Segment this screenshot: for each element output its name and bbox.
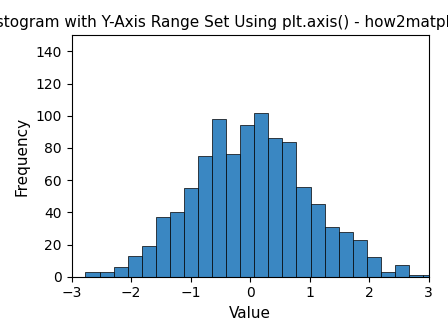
Bar xyxy=(268,138,282,277)
Bar xyxy=(282,141,297,277)
Bar xyxy=(156,217,170,277)
Bar xyxy=(198,156,212,277)
Bar xyxy=(409,275,423,277)
Bar xyxy=(142,246,156,277)
Bar xyxy=(212,119,226,277)
Bar xyxy=(381,272,395,277)
Bar xyxy=(353,240,367,277)
Bar xyxy=(86,272,99,277)
Bar xyxy=(114,267,128,277)
Bar xyxy=(254,113,268,277)
Bar xyxy=(99,272,114,277)
Bar xyxy=(57,275,71,277)
Bar xyxy=(325,227,339,277)
Bar xyxy=(297,186,310,277)
X-axis label: Value: Value xyxy=(229,306,271,321)
Bar xyxy=(128,256,142,277)
Title: Histogram with Y-Axis Range Set Using plt.axis() - how2matplotlib.com: Histogram with Y-Axis Range Set Using pl… xyxy=(0,15,448,30)
Bar xyxy=(226,155,240,277)
Bar xyxy=(240,125,254,277)
Bar xyxy=(423,275,437,277)
Bar xyxy=(395,265,409,277)
Bar xyxy=(184,188,198,277)
Y-axis label: Frequency: Frequency xyxy=(15,117,30,196)
Bar xyxy=(170,212,184,277)
Bar xyxy=(367,257,381,277)
Bar xyxy=(339,232,353,277)
Bar xyxy=(310,204,325,277)
